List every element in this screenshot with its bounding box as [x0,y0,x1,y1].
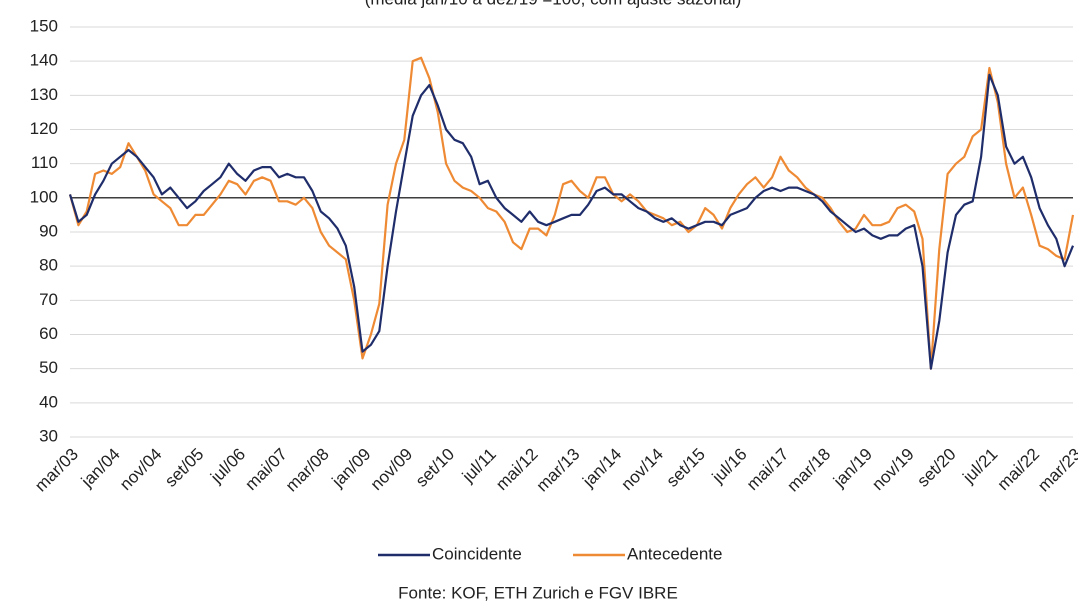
y-tick-label: 30 [39,426,58,445]
x-tick-label: set/20 [913,445,959,491]
y-tick-label: 140 [30,51,58,70]
y-tick-label: 120 [30,119,58,138]
x-tick-label: jan/19 [829,445,876,492]
y-tick-label: 100 [30,187,58,206]
x-tick-label: set/15 [663,445,709,491]
y-tick-label: 150 [30,16,58,35]
legend-label: Antecedente [627,544,722,563]
series-line [68,73,1075,370]
x-tick-label: jan/04 [77,445,124,492]
y-tick-label: 110 [31,153,58,172]
y-tick-label: 40 [39,392,58,411]
legend-label: Coincidente [432,544,522,563]
chart-subtitle: (média jan/10 a dez/19 =100, com ajuste … [365,0,742,8]
x-tick-label: set/10 [412,445,458,491]
x-tick-label: mai/12 [492,445,542,495]
x-tick-label: nov/14 [618,445,668,495]
x-tick-label: nov/04 [116,445,166,495]
x-tick-label: set/05 [161,445,207,491]
y-tick-label: 80 [39,256,58,275]
y-tick-label: 90 [39,221,58,240]
y-tick-label: 130 [30,85,58,104]
x-tick-label: jan/14 [578,445,625,492]
x-tick-label: mar/13 [533,445,584,496]
x-tick-label: nov/09 [367,445,417,495]
x-tick-label: mar/23 [1034,445,1078,496]
x-tick-label: mai/17 [743,445,793,495]
x-tick-label: nov/19 [868,445,918,495]
x-tick-label: mai/07 [241,445,291,495]
y-tick-label: 70 [39,290,58,309]
series-line [68,56,1075,370]
y-tick-label: 50 [39,358,58,377]
source-note: Fonte: KOF, ETH Zurich e FGV IBRE [398,583,678,602]
x-tick-label: mar/18 [783,445,834,496]
x-tick-label: jan/09 [328,445,375,492]
y-tick-label: 60 [39,324,58,343]
x-tick-label: mar/08 [282,445,333,496]
x-tick-label: mar/03 [31,445,82,496]
x-tick-label: mai/22 [994,445,1044,495]
